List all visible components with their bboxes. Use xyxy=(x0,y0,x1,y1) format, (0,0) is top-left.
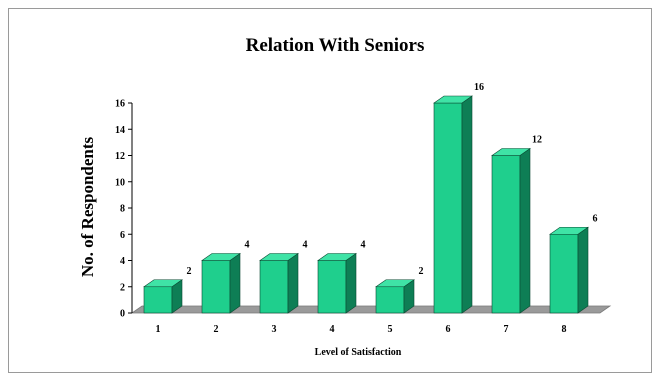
bar xyxy=(201,252,241,314)
y-tick-label: 16 xyxy=(115,99,125,110)
bar xyxy=(143,279,183,314)
x-tick-label: 3 xyxy=(272,324,277,335)
y-tick-label: 8 xyxy=(120,204,125,215)
bar-side xyxy=(577,226,589,314)
bar-data-label: 2 xyxy=(419,266,424,277)
bar-side xyxy=(461,95,473,314)
bar-top xyxy=(259,253,299,261)
y-tick-label: 0 xyxy=(120,309,125,320)
bar-top xyxy=(549,226,589,235)
x-tick-label: 4 xyxy=(330,324,335,335)
bar xyxy=(317,252,357,314)
bar xyxy=(491,147,531,314)
x-tick-label: 5 xyxy=(388,324,393,335)
bar-front xyxy=(433,102,463,314)
bar-side xyxy=(519,147,531,314)
bar-top xyxy=(201,253,241,261)
bar-front xyxy=(259,260,289,314)
bar-front xyxy=(549,233,579,314)
bar-side xyxy=(287,252,299,314)
bar xyxy=(375,279,415,314)
bar-front xyxy=(143,286,173,314)
bar xyxy=(259,252,299,314)
x-tick-label: 7 xyxy=(504,324,509,335)
bar-front xyxy=(375,286,405,314)
bar-top xyxy=(433,95,473,104)
bar-top xyxy=(375,279,415,288)
y-tick-label: 12 xyxy=(115,151,125,162)
bar-data-label: 2 xyxy=(187,266,192,277)
bar-side xyxy=(345,252,357,314)
bar-front xyxy=(201,260,231,314)
y-tick-label: 14 xyxy=(115,125,125,136)
bar-front xyxy=(491,155,521,314)
x-tick-label: 6 xyxy=(446,324,451,335)
bar-top xyxy=(143,279,183,288)
bar xyxy=(433,95,473,314)
chart-title: Relation With Seniors xyxy=(246,35,425,56)
y-tick-label: 2 xyxy=(120,282,125,293)
x-tick-label: 2 xyxy=(214,324,219,335)
x-tick-label: 8 xyxy=(562,324,567,335)
x-axis-label: Level of Satisfaction xyxy=(315,347,402,358)
y-tick-label: 6 xyxy=(120,230,125,241)
bar-data-label: 16 xyxy=(474,82,484,93)
bar-data-label: 6 xyxy=(593,213,598,224)
bar-top xyxy=(491,148,531,156)
bar-data-label: 4 xyxy=(303,240,308,251)
x-tick-label: 1 xyxy=(156,324,161,335)
y-tick-label: 4 xyxy=(120,256,125,267)
bar-data-label: 4 xyxy=(361,240,366,251)
bar xyxy=(549,226,589,314)
bar-data-label: 12 xyxy=(532,135,542,146)
bar-side xyxy=(229,252,241,314)
y-axis-label: No. of Respondents xyxy=(78,136,97,277)
y-tick-label: 10 xyxy=(115,177,125,188)
bar-front xyxy=(317,260,347,314)
bar-data-label: 4 xyxy=(245,240,250,251)
bar-top xyxy=(317,253,357,261)
